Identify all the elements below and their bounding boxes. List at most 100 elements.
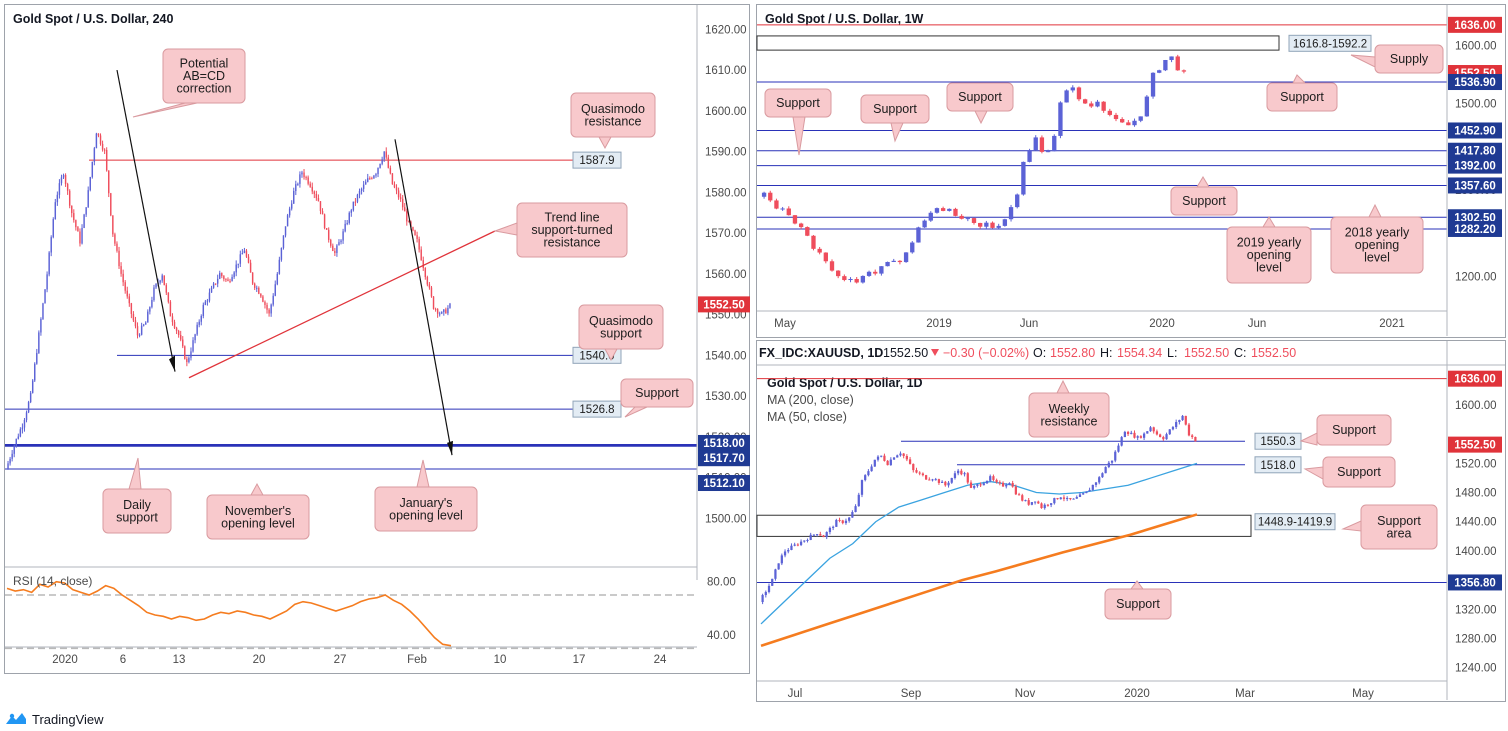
weekly-candle — [916, 227, 921, 243]
h4-time-axis-tick-label: 10 — [494, 654, 507, 666]
weekly-price-axis-tick-label: 1600.00 — [1455, 41, 1497, 53]
h4-candle — [323, 214, 326, 229]
h4-candle — [7, 463, 9, 470]
h4-candle — [177, 330, 180, 335]
h4-candle — [17, 436, 20, 439]
h4-candle — [210, 287, 213, 293]
h4-candle — [278, 259, 281, 274]
weekly-candle — [928, 212, 933, 221]
tag-1636-daily: 1636.00 — [1454, 374, 1496, 386]
h4-time-axis-tick-label: 27 — [334, 654, 347, 666]
daily-candle — [857, 494, 860, 507]
weekly-chart-svg[interactable]: Gold Spot / U.S. Dollar, 1W1200.001300.0… — [756, 5, 1505, 337]
callout-support-area-text: Support — [1377, 514, 1421, 528]
daily-candle — [998, 482, 1001, 484]
support-area-label-bg — [1254, 513, 1336, 531]
h4-price-axis-tick-label: 1500.00 — [705, 513, 747, 525]
h4-candle — [391, 173, 394, 185]
h4-candle — [204, 301, 207, 305]
h4-chart-svg[interactable]: Gold Spot / U.S. Dollar, 2401500.001510.… — [5, 5, 750, 673]
callout-support-1356-text: Support — [1116, 597, 1160, 611]
h4-candle — [354, 201, 357, 203]
h4-candle — [338, 242, 340, 246]
h4-candle — [424, 268, 427, 278]
daily-candle — [1117, 445, 1120, 452]
daily-candle — [822, 535, 825, 538]
daily-candle — [1120, 437, 1123, 446]
h4-candle — [401, 198, 404, 208]
daily-candle — [963, 473, 966, 475]
h4-candle — [81, 227, 83, 244]
daily-chart-panel[interactable]: FX_IDC:XAUUSD, 1D 1552.50 −0.30 (−0.02%) O:… — [756, 340, 1506, 702]
h4-candle — [60, 177, 63, 184]
h4-candle — [313, 191, 316, 194]
h4-price-axis-tick-label: 1620.00 — [705, 24, 747, 36]
tag-1356-bg — [1448, 574, 1502, 591]
h4-candle — [68, 190, 71, 206]
tag-1282.20: 1282.20 — [1454, 224, 1496, 236]
h4-candle — [389, 167, 392, 174]
h4-time-axis-tick-label: 24 — [654, 654, 667, 666]
callout-january-text: January's — [399, 496, 452, 510]
weekly-time-axis-tick-label: 2020 — [1149, 318, 1175, 330]
h4-candle — [284, 226, 287, 236]
callout-trendline-text: Trend line — [544, 211, 599, 225]
daily-candle — [992, 476, 995, 480]
tag-1512: 1512.10 — [703, 478, 745, 490]
callout-support-1526-box — [620, 378, 694, 408]
weekly-time-axis-tick-label: 2021 — [1379, 318, 1405, 330]
h4-candle — [171, 316, 174, 323]
daily-candle — [1094, 482, 1098, 485]
weekly-candle — [1132, 120, 1137, 126]
h4-candle — [214, 283, 217, 285]
tag-1452.90-bg — [1448, 122, 1502, 139]
daily-candle — [841, 520, 844, 524]
h4-price-axis-tick-label: 1540.00 — [705, 350, 747, 362]
level-label-1518-bg — [1254, 456, 1302, 474]
callout-support-c-box — [946, 82, 1014, 112]
callout-quasimodo-support-text: support — [600, 326, 642, 340]
callout-support-d-text: Support — [1182, 194, 1226, 208]
h4-candle — [173, 322, 176, 328]
h4-candle — [23, 419, 26, 428]
daily-candle — [1184, 415, 1187, 425]
weekly-candle — [860, 275, 866, 283]
h4-candle — [118, 250, 120, 267]
weekly-chart-panel[interactable]: Gold Spot / U.S. Dollar, 1W1200.001300.0… — [756, 4, 1506, 338]
h4-price-axis-tick-label: 1580.00 — [705, 187, 747, 199]
daily-chart-svg[interactable]: FX_IDC:XAUUSD, 1D 1552.50 −0.30 (−0.02%) O:… — [756, 341, 1505, 701]
h4-candle — [75, 220, 77, 228]
h4-candle — [77, 227, 79, 232]
weekly-candle — [1107, 110, 1112, 115]
daily-candle — [777, 563, 780, 570]
daily-candle — [912, 463, 915, 471]
h4-candle — [441, 312, 443, 314]
daily-candle — [809, 534, 812, 540]
callout-support-d-box — [1170, 186, 1238, 216]
h4-candle — [212, 283, 215, 288]
callout-daily-support-text: support — [116, 510, 158, 524]
h4-candle — [293, 191, 295, 204]
daily-candle — [1066, 498, 1069, 500]
h4-candle — [416, 235, 418, 239]
h4-candle — [149, 307, 151, 312]
daily-candle — [1053, 498, 1056, 504]
weekly-candle — [1144, 96, 1150, 117]
rsi-line — [6, 580, 452, 647]
callout-support-1550-pointer — [1299, 432, 1318, 446]
h4-chart-panel[interactable]: Gold Spot / U.S. Dollar, 2401500.001510.… — [4, 4, 750, 674]
support-area-zone — [756, 514, 1252, 537]
daily-candle — [1130, 432, 1133, 435]
tradingview-brand[interactable]: TradingView — [4, 709, 104, 729]
h4-candle — [282, 235, 285, 248]
h4-candle — [163, 275, 165, 286]
callout-daily-support-text: Daily — [123, 498, 152, 512]
h4-candle — [233, 272, 235, 278]
ohlc-label: H: — [1100, 346, 1113, 360]
daily-price-axis-tick-label: 1440.00 — [1455, 517, 1497, 529]
h4-candle — [426, 277, 429, 285]
h4-candle — [375, 174, 377, 176]
daily-candle — [896, 455, 899, 458]
callout-weekly-resistance-text: Weekly — [1049, 402, 1091, 416]
h4-candle — [295, 184, 297, 192]
